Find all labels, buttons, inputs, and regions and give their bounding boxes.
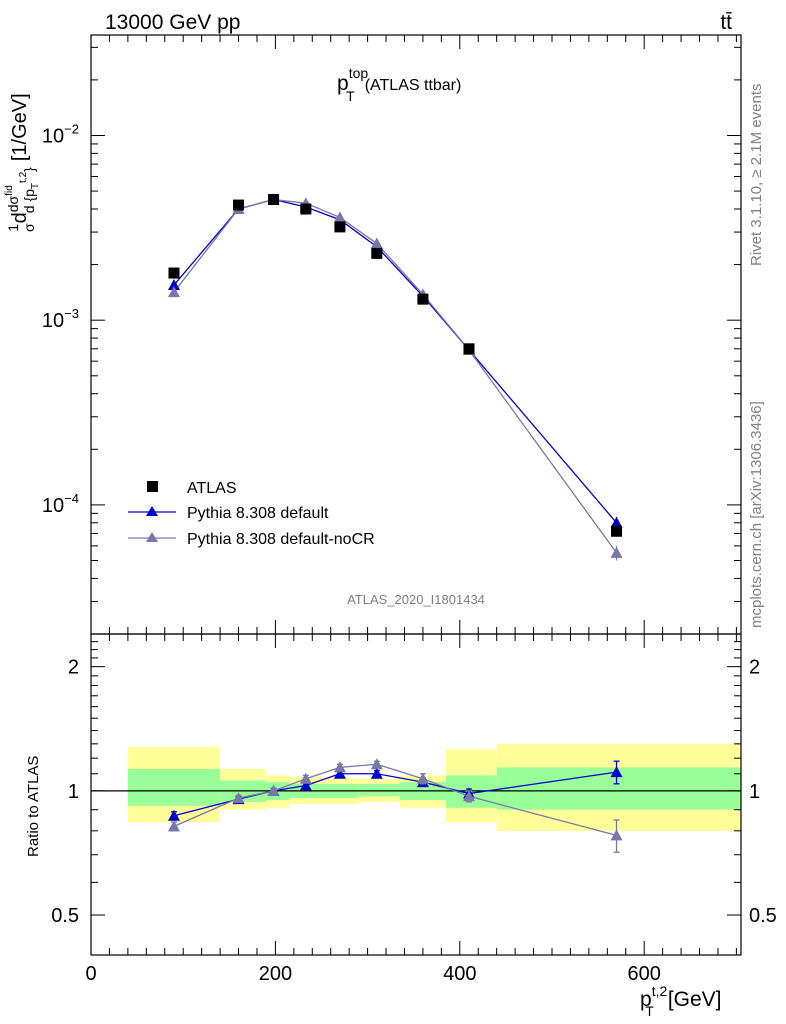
main-point-nocr	[333, 211, 346, 223]
y-axis-unit: [1/GeV]	[9, 93, 31, 161]
main-point-nocr	[370, 237, 383, 249]
ratio-y-tick-label-left: 0.5	[51, 905, 79, 927]
main-point-default	[167, 279, 180, 291]
ratio-y-tick-label-right: 2	[749, 657, 760, 679]
legend: ATLAS Pythia 8.308 default Pythia 8.308 …	[128, 480, 375, 548]
legend-item-default: Pythia 8.308 default	[128, 505, 329, 522]
main-point-atlas	[417, 293, 429, 305]
ratio-band-inner	[127, 768, 221, 806]
main-point-nocr	[167, 286, 180, 298]
main-point-atlas	[334, 221, 346, 233]
x-label-main: p	[640, 988, 652, 1011]
main-y-tick-label: 10−4	[42, 491, 79, 517]
ratio-point-nocr	[167, 820, 180, 832]
main-point-nocr	[610, 546, 623, 558]
ratio-point-default	[370, 767, 383, 779]
ratio-y-tick-label-left: 1	[68, 781, 79, 803]
process-label: tt̄	[720, 11, 732, 34]
legend-label-default: Pythia 8.308 default	[187, 505, 329, 522]
x-tick-label: 200	[259, 963, 292, 985]
ratio-point-default	[299, 779, 312, 791]
ratio-band-inner	[358, 783, 400, 797]
x-tick-label: 0	[85, 963, 96, 985]
x-tick-label: 400	[443, 963, 476, 985]
ratio-point-nocr	[232, 792, 245, 804]
ratio-point-nocr	[299, 772, 312, 784]
energy-label: 13000 GeV pp	[105, 11, 240, 34]
ratio-point-nocr	[416, 772, 429, 784]
ratio-frame	[90, 633, 742, 956]
x-label-sup: t,2	[652, 983, 668, 999]
main-point-atlas	[300, 203, 312, 215]
rivet-label: Rivet 3.1.10, ≥ 2.1M events	[748, 84, 765, 267]
ratio-uncertainty-bands	[127, 743, 741, 831]
ratio-band-inner	[445, 775, 497, 808]
ratio-point-default	[167, 809, 180, 821]
main-panel: 10−4 10−3 10−2 ptop T (ATLAS ttbar) 1σddσfid…	[4, 34, 742, 635]
main-y-tick-labels: 10−4 10−3 10−2	[42, 121, 79, 516]
legend-item-atlas: ATLAS	[147, 480, 237, 497]
ratio-y-tick-label-right: 0.5	[749, 905, 777, 927]
x-axis-label: pt,2 T [GeV]	[640, 983, 722, 1019]
main-point-atlas	[168, 267, 180, 279]
ratio-point-default	[333, 767, 346, 779]
main-plot-marks	[167, 193, 623, 561]
title-main: p	[337, 72, 349, 95]
mcplots-label: mcplots.cern.ch [arXiv:1306.3436]	[748, 401, 765, 628]
main-point-atlas	[611, 525, 623, 537]
title-sub: T	[346, 88, 355, 104]
x-label-rest: [GeV]	[668, 988, 722, 1011]
ratio-point-nocr	[610, 829, 623, 841]
legend-label-atlas: ATLAS	[187, 480, 237, 497]
main-point-atlas	[463, 343, 475, 355]
ratio-point-nocr	[463, 790, 476, 802]
main-point-default	[610, 516, 623, 528]
ratio-axis-ticks	[90, 620, 741, 955]
legend-label-nocr: Pythia 8.308 default-noCR	[187, 531, 375, 548]
ratio-y-tick-label-right: 1	[749, 781, 760, 803]
legend-item-nocr: Pythia 8.308 default-noCR	[128, 531, 375, 548]
main-axis-ticks	[90, 35, 741, 635]
ratio-point-nocr	[267, 784, 280, 796]
main-line-default	[173, 198, 618, 524]
x-tick-label: 600	[628, 963, 661, 985]
ratio-plot-marks	[91, 758, 741, 853]
main-y-tick-label: 10−2	[42, 121, 79, 147]
main-point-atlas	[233, 199, 245, 211]
main-y-tick-label: 10−3	[42, 306, 79, 332]
ratio-y-tick-label-left: 2	[68, 657, 79, 679]
ratio-point-default	[610, 766, 623, 778]
ratio-point-nocr	[370, 758, 383, 770]
main-line-nocr	[173, 198, 618, 554]
analysis-watermark: ATLAS_2020_I1801434	[347, 592, 485, 607]
legend-marker-nocr	[146, 532, 158, 542]
main-y-axis-label: 1σddσfid d {pTt,2}[1/GeV]	[4, 93, 41, 232]
main-point-atlas	[268, 194, 280, 206]
main-point-atlas	[371, 247, 383, 259]
ratio-y-tick-labels: 0.5 0.5 1 1 2 2	[51, 657, 777, 927]
title-sup: top	[349, 65, 369, 81]
legend-marker-default	[146, 506, 158, 516]
title-rest: (ATLAS ttbar)	[365, 77, 462, 94]
ratio-point-nocr	[333, 761, 346, 773]
x-tick-labels: 0 200 400 600	[85, 963, 660, 985]
ratio-y-axis-label: Ratio to ATLAS	[25, 756, 42, 857]
y-axis-label-text: 1σddσfid d {pTt,2}[1/GeV]	[4, 93, 41, 232]
ratio-panel: 0.5 0.5 1 1 2 2 0 200 400 600 Ratio to ATLAS	[25, 620, 777, 985]
x-label-sub: T	[645, 1003, 654, 1019]
legend-marker-atlas	[147, 481, 158, 492]
plot-title: ptop T (ATLAS ttbar)	[337, 65, 461, 104]
